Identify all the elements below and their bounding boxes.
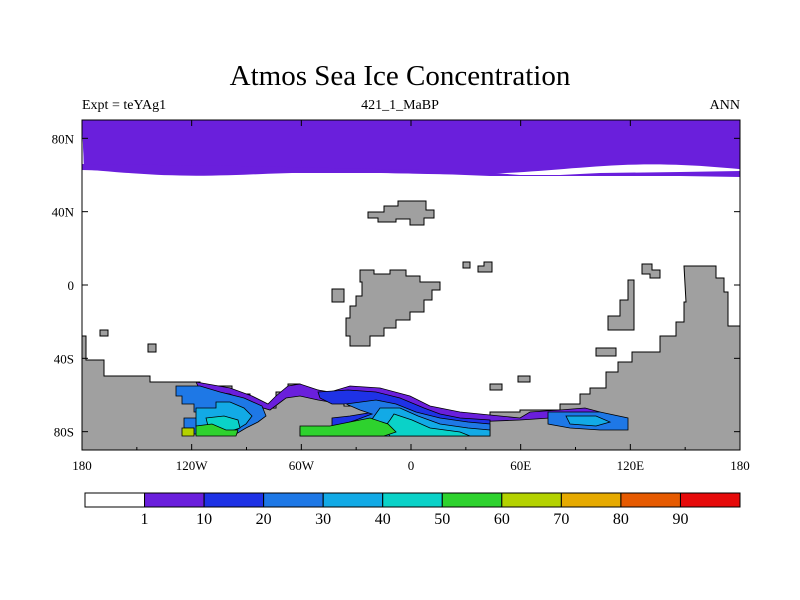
- land-small-g: [147, 343, 157, 353]
- colorbar-swatch: [144, 492, 205, 508]
- ice-weddell-high: [299, 417, 397, 437]
- ice-west-peak: [195, 423, 239, 437]
- antarctic-ice: [175, 381, 629, 437]
- colorbar-swatch: [620, 492, 681, 508]
- x-tick-label: 60W: [289, 458, 315, 473]
- x-tick-label: 180: [730, 458, 750, 473]
- colorbar-swatch: [382, 492, 443, 508]
- experiment-label: Expt = teYAg1: [82, 98, 167, 113]
- colorbar-swatch: [560, 492, 622, 508]
- colorbar-label: 20: [256, 511, 272, 528]
- period-label: 421_1_MaBP: [361, 98, 439, 113]
- y-tick-label: 80S: [54, 425, 74, 440]
- colorbar-swatch: [322, 492, 384, 508]
- land-small-c: [477, 261, 493, 273]
- colorbar-label: 30: [315, 511, 331, 528]
- colorbar-swatch: [441, 492, 503, 508]
- colorbar-label: 80: [613, 511, 629, 528]
- map-axes: 180 120W 60W 0 60E 120E 180 80N 40N 0 40S 80S: [52, 120, 750, 473]
- colorbar-swatch: [679, 492, 741, 508]
- land-small-i: [489, 383, 503, 391]
- ice-west-max: [181, 427, 195, 437]
- colorbar-label: 60: [494, 511, 510, 528]
- season-label: ANN: [709, 98, 740, 113]
- ice-weddell-core: [383, 413, 471, 437]
- x-tick-label: 120E: [617, 458, 645, 473]
- arctic-band-1: [82, 120, 740, 176]
- land-greenland: [367, 200, 435, 226]
- x-tick-label: 0: [408, 458, 415, 473]
- chart-title: Atmos Sea Ice Concentration: [229, 60, 571, 92]
- colorbar-label: 10: [196, 511, 212, 528]
- land-eurasia-north: [345, 269, 441, 347]
- colorbar-label: 50: [434, 511, 450, 528]
- colorbar-label: 1: [141, 511, 149, 528]
- colorbar-swatch: [263, 492, 324, 508]
- land-small-e: [641, 263, 661, 279]
- x-tick-label: 60E: [510, 458, 531, 473]
- x-tick-label: 120W: [176, 458, 209, 473]
- colorbar-label: 40: [375, 511, 391, 528]
- colorbar-label: 90: [672, 511, 688, 528]
- colorbar-swatch: [84, 492, 146, 508]
- colorbar-swatch: [501, 492, 562, 508]
- land-small-j: [517, 375, 531, 383]
- y-tick-label: 80N: [52, 131, 75, 146]
- land-small-h: [99, 329, 109, 337]
- colorbar-label: 70: [553, 511, 569, 528]
- arctic-ice-edge: [82, 164, 740, 177]
- ice-east-core: [565, 415, 612, 427]
- land-small-b: [462, 261, 471, 269]
- x-tick-label: 180: [72, 458, 92, 473]
- y-tick-label: 40S: [54, 351, 74, 366]
- land-small-a: [331, 288, 345, 303]
- land-small-f: [595, 347, 617, 357]
- y-tick-label: 0: [68, 278, 75, 293]
- colorbar-swatch: [203, 492, 265, 508]
- colorbar: 1 10 20 30 40 50 60 70 80 90: [84, 492, 741, 528]
- land-small-d: [607, 279, 635, 331]
- y-tick-label: 40N: [52, 205, 75, 220]
